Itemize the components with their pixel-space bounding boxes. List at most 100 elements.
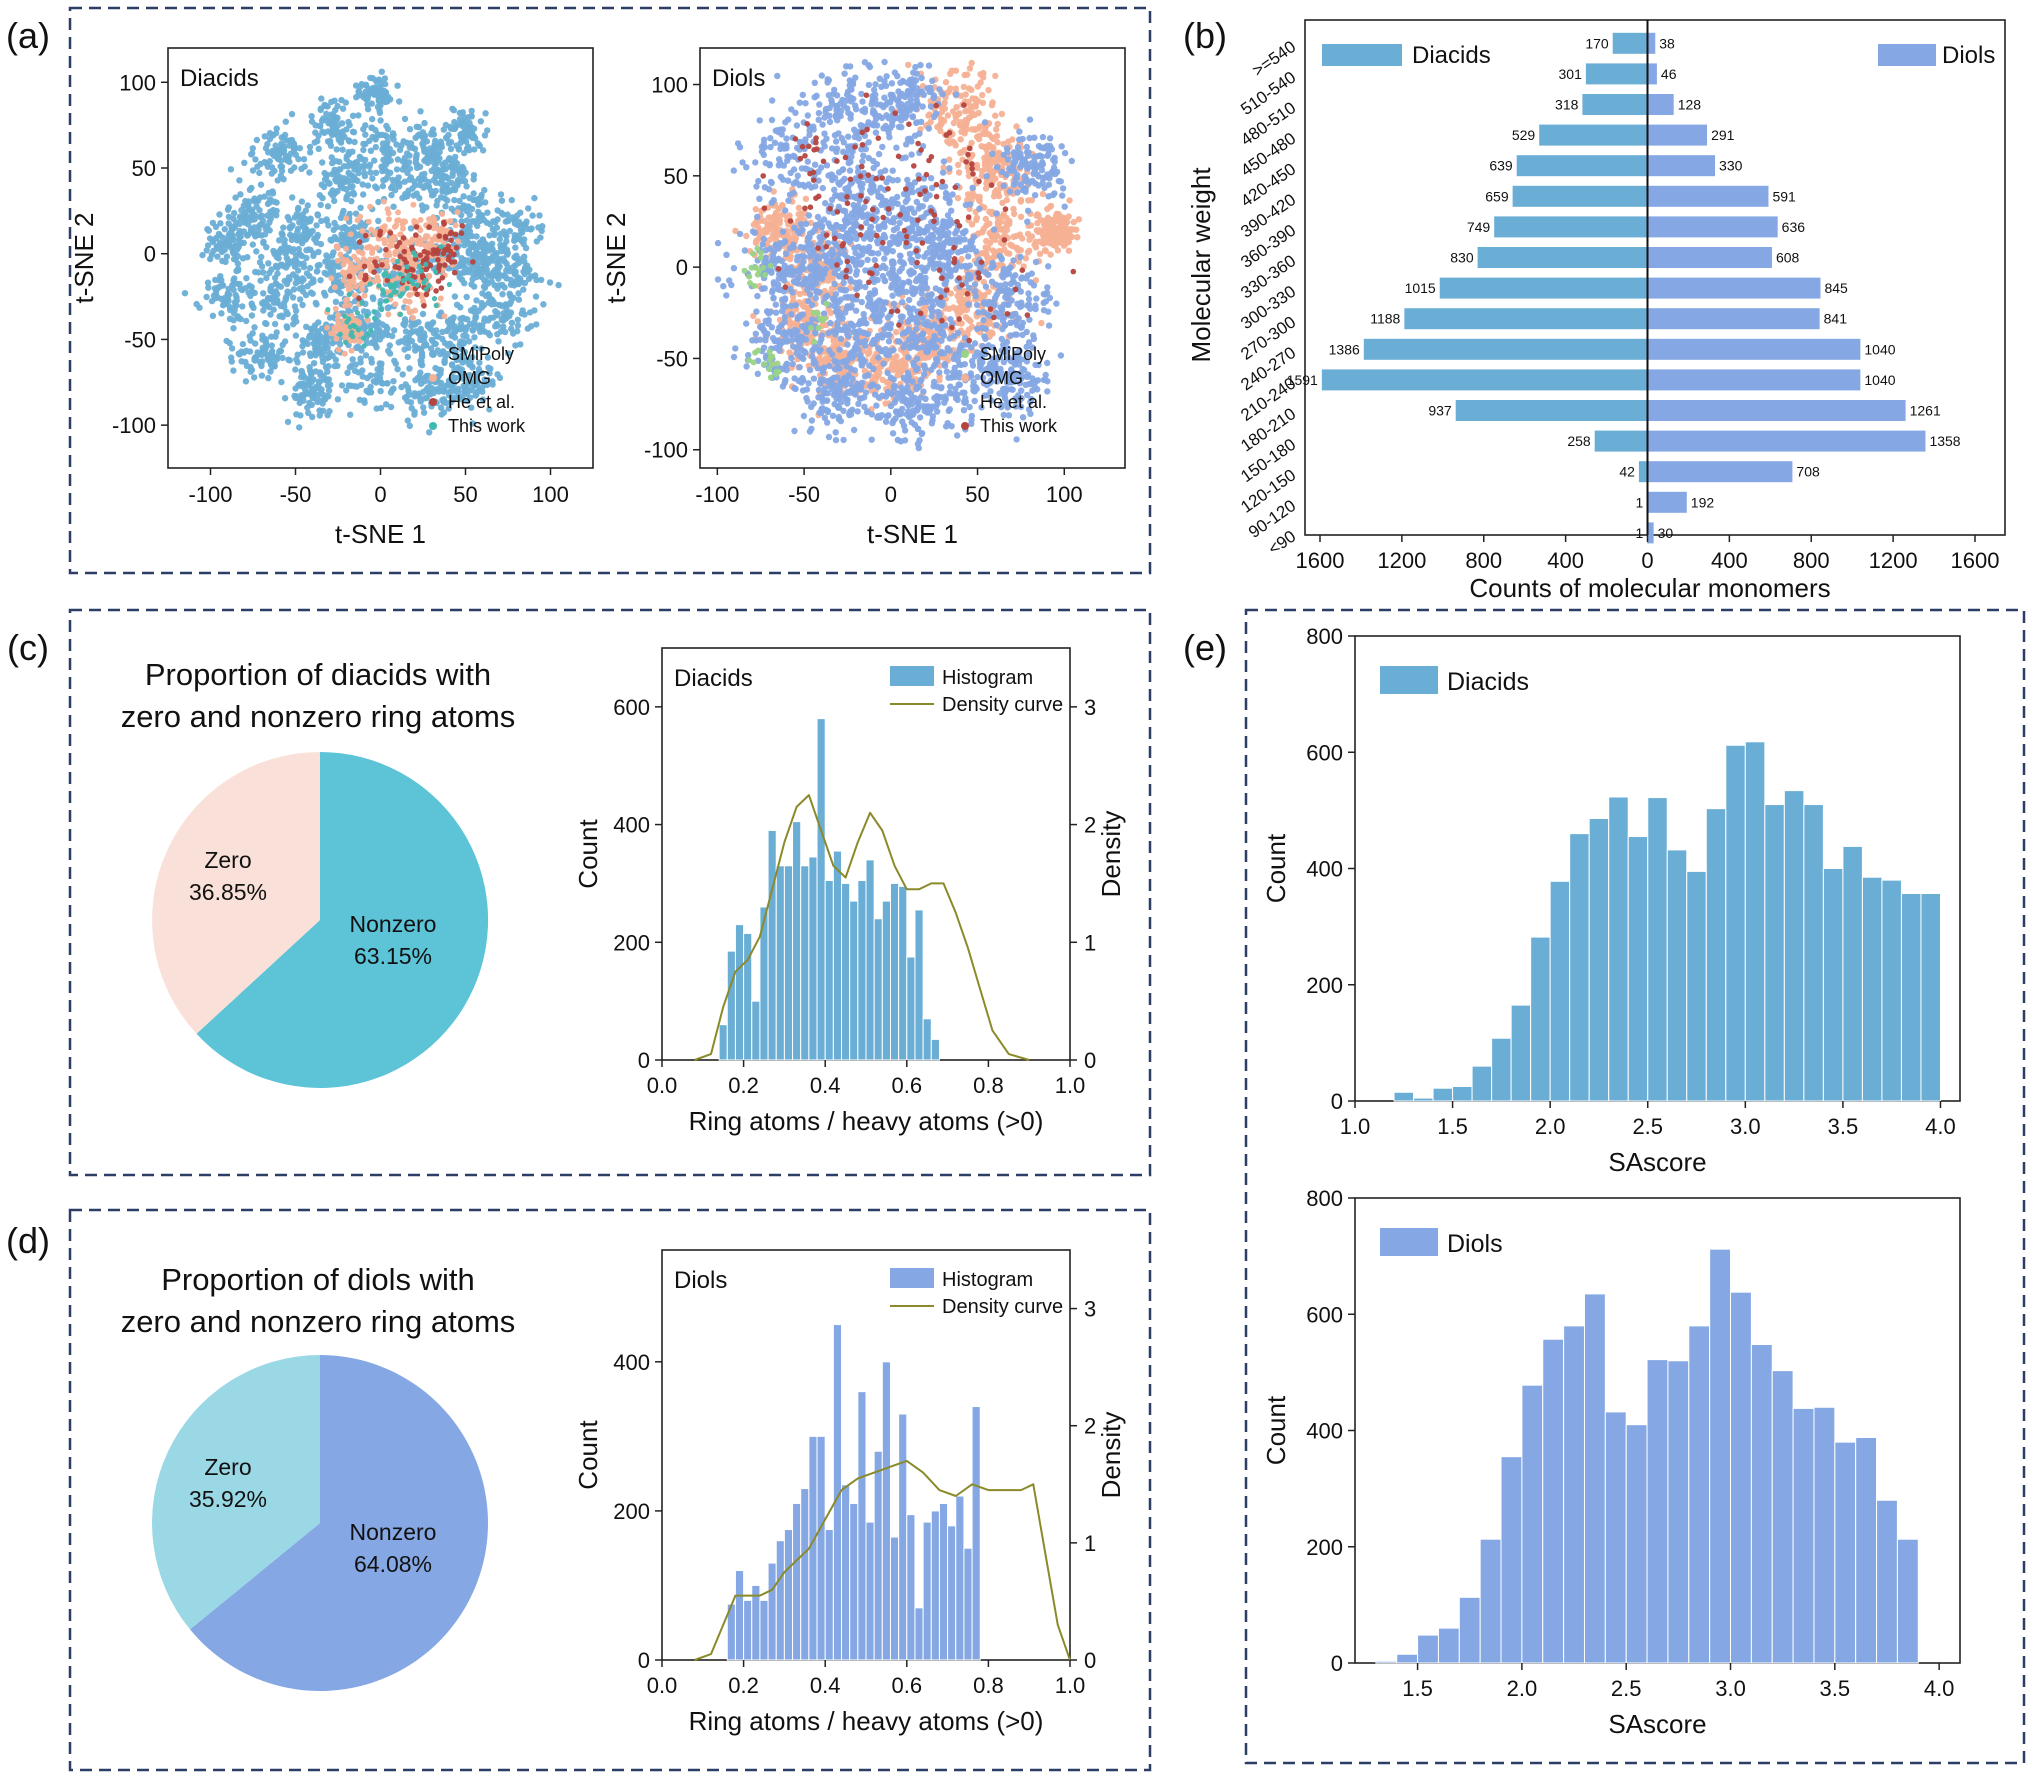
point-smipoly [437,138,444,145]
point-he [438,285,445,291]
point-smipoly [221,226,228,233]
point-smipoly [401,115,409,123]
point-omg [937,121,944,128]
point-smipoly [253,136,261,144]
point-smipoly [309,290,316,297]
point-smipoly [256,222,263,229]
point-smipoly [469,276,476,283]
point-smipoly [420,409,428,416]
point-smipoly [496,263,503,270]
point-omg [988,102,996,109]
point-omg [954,194,962,202]
point-he [436,233,443,239]
point-omg [361,292,368,299]
point-smipoly [228,358,235,365]
point-he [414,291,421,298]
point-he [459,223,466,229]
point-he [413,232,419,238]
point-smipoly [372,169,380,176]
point-smipoly [532,272,539,279]
point-smipoly [393,166,401,173]
point-omg [455,238,461,245]
point-smipoly [444,197,451,204]
point-smipoly [497,302,505,309]
point-smipoly [312,352,319,359]
point-omg [945,88,952,95]
point-smipoly [317,277,324,284]
point-smipoly [307,371,315,378]
point-omg [957,136,964,143]
point-diol [816,101,823,108]
point-omg [979,91,986,99]
point-smipoly [441,359,448,366]
point-smipoly [465,247,472,254]
point-smipoly [358,381,365,389]
point-smipoly [333,175,340,182]
point-omg [363,244,370,251]
point-smipoly [379,146,386,153]
point-omg [947,70,954,78]
point-smipoly [469,218,476,225]
point-omg [354,217,361,224]
point-this [412,252,418,258]
point-smipoly [239,303,246,310]
point-smipoly [326,350,333,357]
point-smipoly [381,166,388,174]
point-smipoly [416,181,423,189]
point-smipoly [401,346,408,353]
point-smipoly [196,304,203,311]
point-he [453,244,460,251]
point-omg [454,209,461,216]
point-smipoly [344,369,351,376]
point-omg [802,195,810,202]
point-this [365,332,371,338]
point-smipoly [278,378,285,386]
point-smipoly [337,290,344,297]
point-smipoly [536,212,543,219]
point-smipoly [318,95,325,102]
point-omg [365,218,372,225]
point-smipoly [295,267,302,274]
point-omg [386,216,392,223]
point-he [361,263,368,270]
point-this [344,319,350,325]
panel-label-e: (e) [1183,627,1227,668]
point-smipoly [261,133,268,140]
point-he [426,224,433,230]
point-smipoly [253,197,260,205]
point-smipoly [271,147,278,155]
point-omg [392,249,399,256]
point-omg [400,218,407,225]
point-smipoly [491,230,498,237]
point-smipoly [468,107,475,115]
point-this [404,285,410,291]
point-omg [324,324,331,331]
point-smipoly [396,98,403,105]
point-smipoly [389,130,397,137]
point-smipoly [470,190,477,197]
point-smipoly [384,331,392,339]
point-smipoly [367,147,375,154]
point-smipoly [391,327,398,334]
point-omg [982,215,989,223]
point-smipoly [327,142,335,149]
point-smipoly [246,186,254,193]
point-smipoly [284,324,291,331]
point-smipoly [249,330,256,337]
point-smipoly [273,207,280,215]
point-smipoly [515,296,523,303]
point-smipoly [350,239,357,246]
point-smipoly [460,130,467,137]
point-omg [391,234,398,240]
point-this [410,280,416,286]
point-smipoly [467,394,474,401]
point-smipoly [345,169,352,177]
point-omg [1063,237,1070,245]
point-smipoly [251,324,258,331]
point-diol [1026,116,1034,123]
point-he [356,239,363,245]
x-tick-label: 0 [374,482,386,507]
point-smipoly [303,323,310,330]
point-smipoly [347,382,355,389]
point-smipoly [504,211,511,218]
